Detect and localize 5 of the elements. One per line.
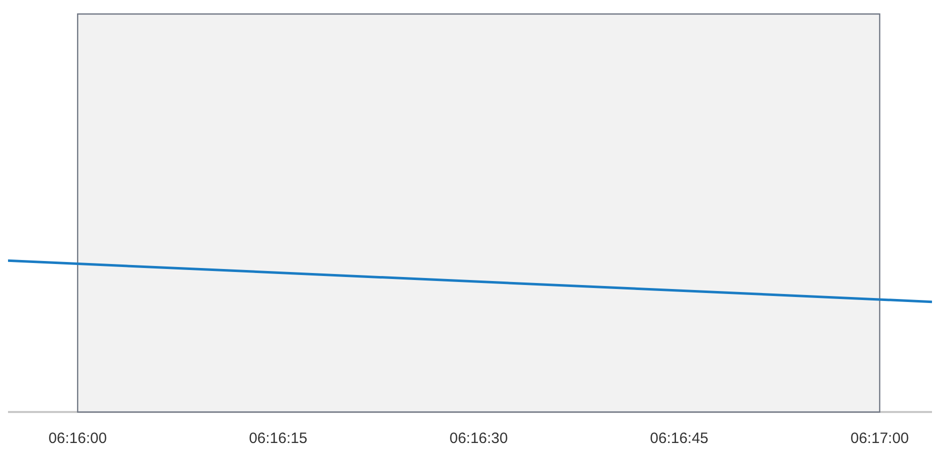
x-tick-label: 06:17:00 (850, 430, 909, 448)
x-tick-label: 06:16:00 (48, 430, 107, 448)
x-tick-label: 06:16:15 (248, 430, 308, 448)
x-tick-label: 06:16:30 (449, 430, 508, 448)
x-tick-label: 06:16:45 (650, 430, 708, 448)
